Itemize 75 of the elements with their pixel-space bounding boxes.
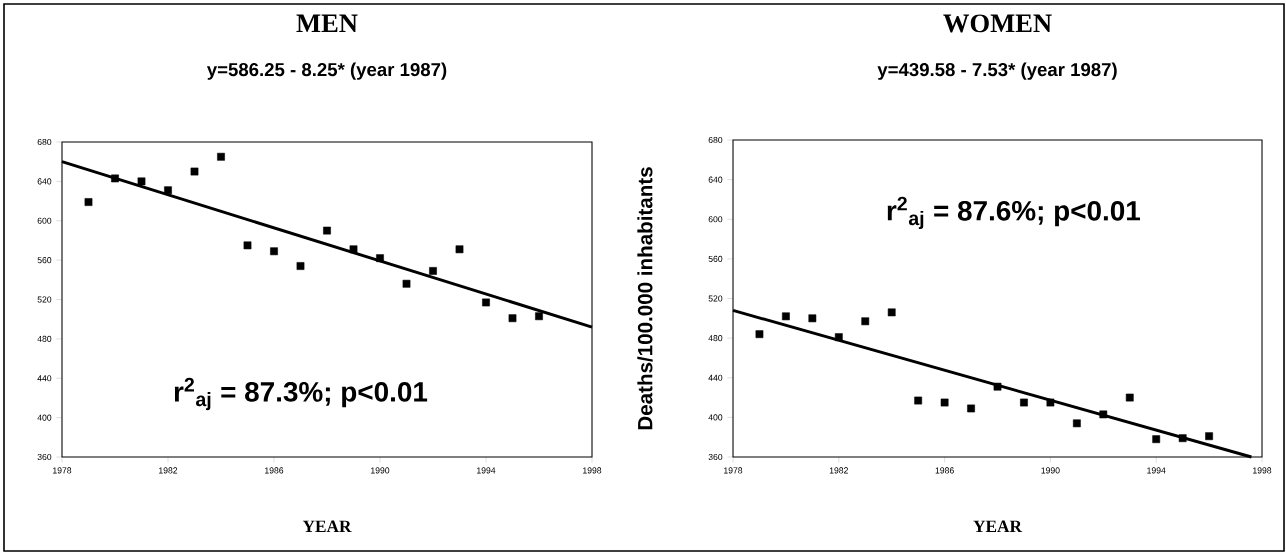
point (1205, 432, 1213, 441)
x-tick-label: 1978 (53, 467, 72, 474)
x-tick-label: 1998 (583, 467, 602, 474)
point (455, 245, 464, 254)
point (164, 186, 172, 195)
point (217, 152, 225, 161)
chart-title: WOMEN (943, 14, 1052, 33)
point (535, 312, 543, 321)
point (834, 333, 843, 341)
x-tick-label: 1986 (265, 467, 284, 474)
point (376, 254, 384, 263)
point (940, 398, 949, 407)
point (429, 267, 437, 275)
point (1099, 410, 1108, 419)
point (243, 241, 252, 250)
point (1072, 419, 1081, 428)
point (993, 382, 1002, 391)
y-tick-label: 400 (37, 414, 52, 421)
chart-subtitle: y=439.58 - 7.53* (year 1987) (877, 62, 1117, 80)
point (887, 308, 896, 317)
point (402, 279, 411, 288)
y-tick-label: 560 (37, 257, 52, 264)
y-tick-label: 520 (37, 296, 52, 303)
y-axis-title: Deaths/100.000 inhabitants (637, 167, 653, 430)
x-axis-title: YEAR (973, 520, 1023, 532)
chart-title: MEN (296, 14, 358, 32)
x-tick-label: 1998 (1253, 467, 1272, 474)
point (296, 262, 305, 270)
chart-subtitle: y=586.25 - 8.25* (year 1987) (206, 62, 447, 80)
x-tick-label: 1986 (935, 467, 954, 474)
point (861, 317, 870, 326)
point (1020, 398, 1028, 407)
y-tick-label: 600 (708, 216, 723, 223)
y-tick-label: 600 (37, 217, 52, 224)
point (1178, 434, 1187, 443)
y-tick-label: 640 (37, 178, 52, 185)
point (967, 404, 975, 413)
point (808, 314, 817, 323)
x-tick-label: 1982 (829, 467, 848, 474)
y-tick-label: 440 (37, 375, 52, 382)
point (84, 198, 93, 206)
point (782, 312, 790, 321)
y-tick-label: 640 (708, 176, 723, 183)
point (914, 396, 923, 405)
y-tick-label: 400 (708, 414, 723, 421)
y-tick-label: 480 (708, 335, 723, 342)
y-tick-label: 560 (708, 255, 723, 262)
point (323, 226, 331, 235)
point (755, 330, 764, 339)
annotation: r$^{2}$$_{aj}$ = 87.3%; p<0.01 (174, 377, 428, 411)
point (1125, 393, 1134, 402)
x-tick-label: 1982 (159, 467, 178, 474)
point (111, 174, 119, 183)
point (137, 177, 146, 186)
y-tick-label: 680 (708, 136, 723, 144)
y-tick-label: 440 (708, 374, 723, 381)
point (1046, 398, 1055, 407)
point (1152, 435, 1161, 444)
x-tick-label: 1978 (724, 467, 743, 474)
y-tick-label: 520 (708, 295, 723, 302)
x-tick-label: 1994 (477, 467, 496, 474)
x-axis-title: YEAR (302, 520, 352, 532)
point (482, 298, 490, 307)
x-tick-label: 1990 (371, 467, 390, 474)
annotation: r$^{2}$$_{aj}$ = 87.6%; p<0.01 (887, 196, 1140, 230)
y-tick-label: 480 (37, 335, 52, 342)
y-tick-label: 360 (37, 453, 52, 461)
x-tick-label: 1994 (1147, 467, 1166, 474)
y-tick-label: 680 (37, 138, 52, 146)
y-tick-label: 360 (708, 453, 723, 461)
point (349, 245, 358, 254)
x-tick-label: 1990 (1041, 467, 1060, 474)
point (190, 167, 199, 176)
point (508, 314, 517, 323)
point (270, 247, 278, 256)
